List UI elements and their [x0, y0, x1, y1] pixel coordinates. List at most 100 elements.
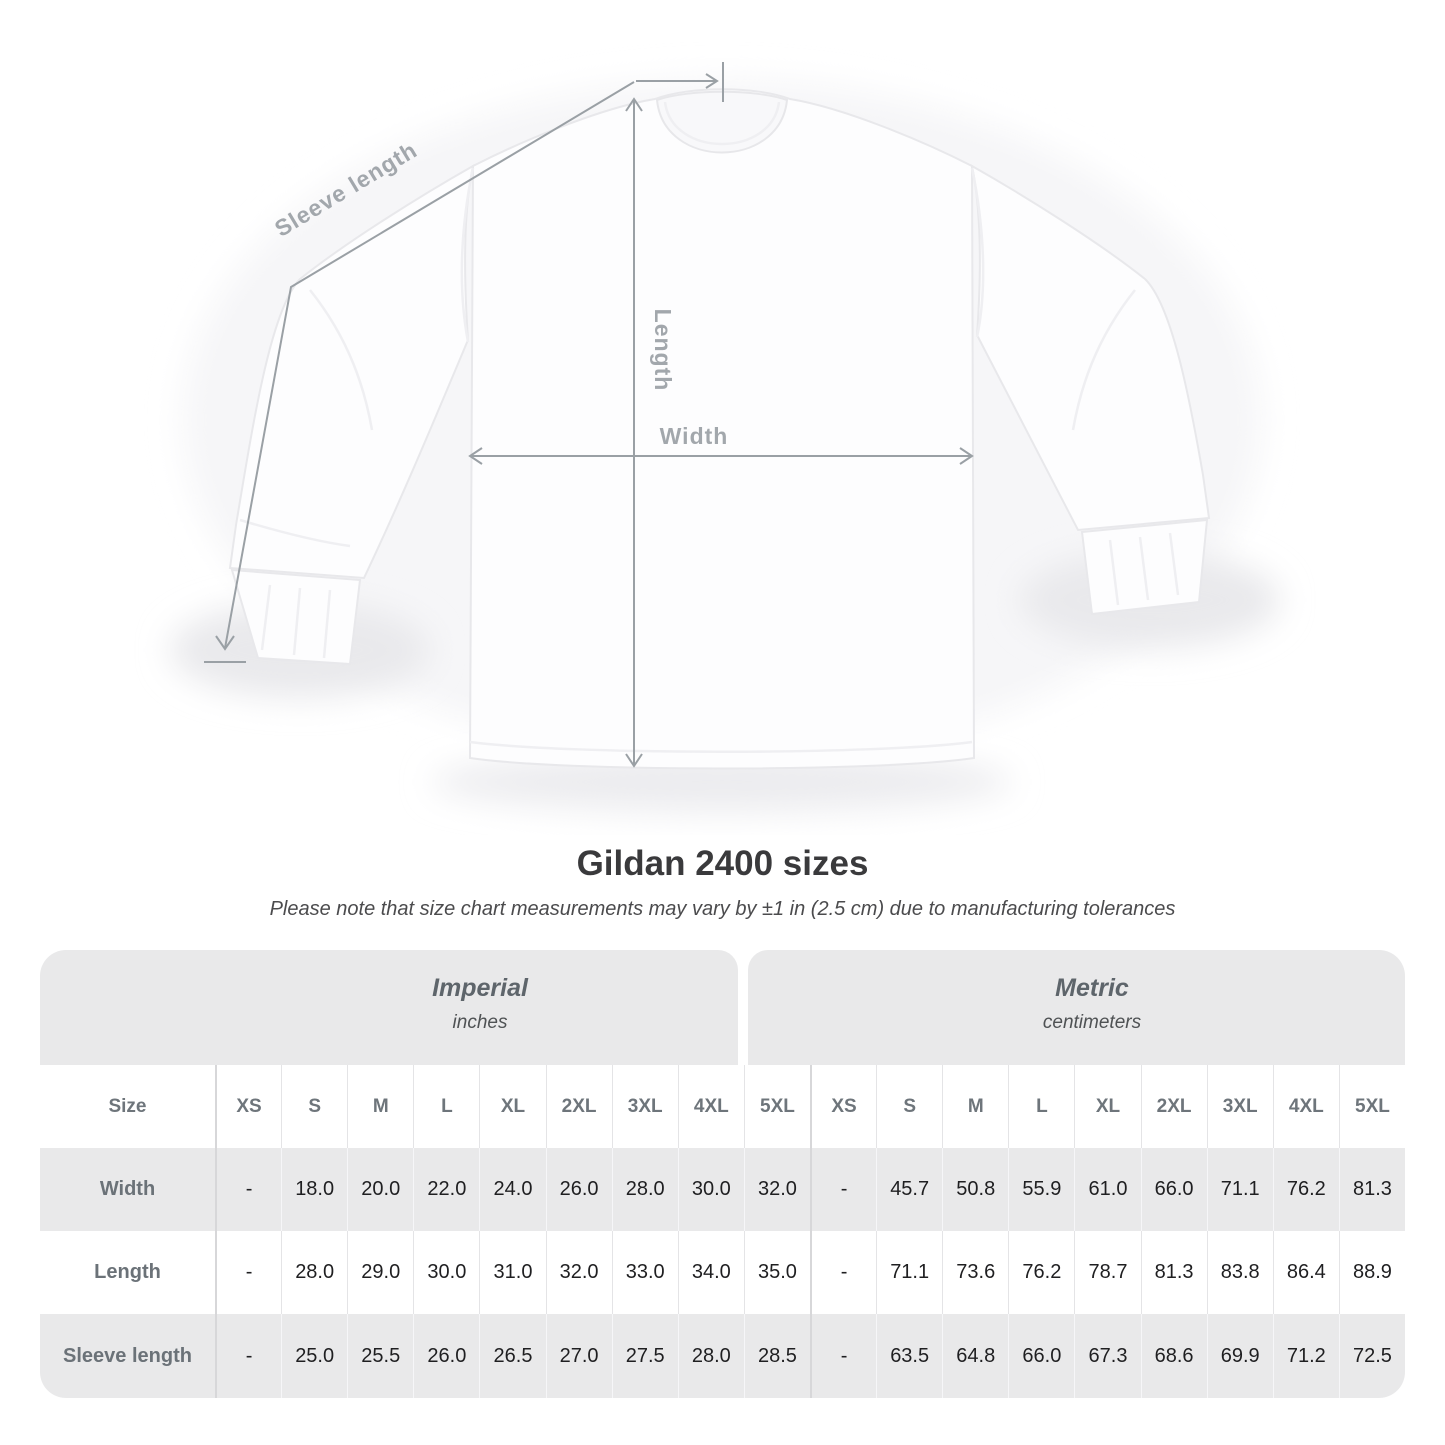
col-header: 3XL [1206, 1065, 1273, 1148]
width-arrow [468, 447, 974, 465]
table-cell: 28.0 [677, 1314, 744, 1398]
table-cell: 45.7 [876, 1148, 942, 1231]
table-cell: 22.0 [413, 1148, 479, 1231]
col-header: 2XL [1140, 1065, 1207, 1148]
table-cell: - [810, 1314, 876, 1398]
col-header: XL [479, 1065, 545, 1148]
col-header: L [413, 1065, 479, 1148]
unit-band: Imperial inches Metric centimeters [40, 950, 1405, 1065]
table-cell: 18.0 [281, 1148, 347, 1231]
col-header: XS [810, 1065, 876, 1148]
table-cell: 78.7 [1074, 1231, 1140, 1314]
row-label: Length [94, 1261, 161, 1283]
table-cell: 66.0 [1008, 1314, 1074, 1398]
table-cell: 30.0 [677, 1148, 744, 1231]
shirt-right-sleeve [970, 164, 1211, 532]
table-cell: - [215, 1314, 281, 1398]
imperial-title: Imperial [432, 974, 528, 1002]
table-cell: 30.0 [413, 1231, 479, 1314]
table-cell: 63.5 [876, 1314, 942, 1398]
table-cell: 88.9 [1338, 1231, 1405, 1314]
imperial-unit: inches [452, 1012, 508, 1033]
table-cell: 72.5 [1338, 1314, 1405, 1398]
metric-title: Metric [1055, 974, 1129, 1002]
table-cell: 27.0 [545, 1314, 612, 1398]
table-cell: 32.0 [743, 1148, 810, 1231]
table-cell: 61.0 [1074, 1148, 1140, 1231]
table-cell: 33.0 [611, 1231, 678, 1314]
tolerance-note: Please note that size chart measurements… [269, 898, 1176, 920]
table-cell: 81.3 [1140, 1231, 1207, 1314]
row-label: Sleeve length [63, 1344, 192, 1367]
table-cell: 81.3 [1338, 1148, 1405, 1231]
table-cell: 71.2 [1272, 1314, 1339, 1398]
table-cell: 20.0 [347, 1148, 413, 1231]
shirt-diagram: Sleeve length Length Width [170, 62, 1280, 812]
table-cell: 26.0 [545, 1148, 612, 1231]
table-cell: 26.5 [479, 1314, 545, 1398]
table-cell: 64.8 [942, 1314, 1008, 1398]
table-cell: 73.6 [942, 1231, 1008, 1314]
table-cell: - [810, 1231, 876, 1314]
table-cell: 71.1 [1206, 1148, 1273, 1231]
size-table: Imperial inches Metric centimeters Size … [40, 950, 1405, 1398]
table-cell: - [215, 1148, 281, 1231]
page-title: Gildan 2400 sizes [576, 844, 869, 883]
table-cell: - [810, 1148, 876, 1231]
table-cell: 66.0 [1140, 1148, 1207, 1231]
table-cell: 24.0 [479, 1148, 545, 1231]
table-row-sleeve-length: Sleeve length - 25.0 25.5 26.0 26.5 27.0… [40, 1314, 1405, 1398]
shirt-seams [239, 101, 1180, 753]
table-cell: 69.9 [1206, 1314, 1273, 1398]
measurement-arrows [204, 62, 974, 768]
table-cell: 76.2 [1272, 1148, 1339, 1231]
col-header: S [281, 1065, 347, 1148]
table-cell: 67.3 [1074, 1314, 1140, 1398]
table-cell: 50.8 [942, 1148, 1008, 1231]
col-header: XL [1074, 1065, 1140, 1148]
table-cell: 29.0 [347, 1231, 413, 1314]
table-cell: 71.1 [876, 1231, 942, 1314]
col-header: 4XL [677, 1065, 744, 1148]
col-header: XS [215, 1065, 281, 1148]
col-header: L [1008, 1065, 1074, 1148]
table-row-length: Length - 28.0 29.0 30.0 31.0 32.0 33.0 3… [40, 1231, 1405, 1314]
table-cell: 25.0 [281, 1314, 347, 1398]
shirt-body [468, 88, 976, 770]
col-header: 5XL [1338, 1065, 1405, 1148]
imperial-band [40, 950, 738, 1065]
table-cell: 86.4 [1272, 1231, 1339, 1314]
col-header: M [942, 1065, 1008, 1148]
table-cell: 28.0 [281, 1231, 347, 1314]
col-header: S [876, 1065, 942, 1148]
sleeve-length-arrow [204, 62, 724, 663]
length-label: Length [650, 309, 676, 392]
table-cell: 26.0 [413, 1314, 479, 1398]
length-arrow [625, 97, 643, 768]
width-label: Width [660, 423, 729, 449]
table-cell: 34.0 [677, 1231, 744, 1314]
col-header: 4XL [1272, 1065, 1339, 1148]
table-cell: 32.0 [545, 1231, 612, 1314]
size-header-label: Size [108, 1095, 147, 1117]
col-header: 2XL [545, 1065, 612, 1148]
table-cell: 25.5 [347, 1314, 413, 1398]
table-cell: 31.0 [479, 1231, 545, 1314]
shirt-left-sleeve [228, 164, 475, 580]
table-cell: 83.8 [1206, 1231, 1273, 1314]
row-label: Width [99, 1178, 156, 1200]
table-cell: 76.2 [1008, 1231, 1074, 1314]
col-header: M [347, 1065, 413, 1148]
table-cell: - [215, 1231, 281, 1314]
metric-band [748, 950, 1405, 1065]
table-cell: 35.0 [743, 1231, 810, 1314]
table-cell: 28.5 [743, 1314, 810, 1398]
table-cell: 28.0 [611, 1148, 678, 1231]
col-header: 3XL [611, 1065, 678, 1148]
table-cell: 27.5 [611, 1314, 678, 1398]
col-header: 5XL [743, 1065, 810, 1148]
metric-unit: centimeters [1042, 1012, 1142, 1033]
table-row-width: Width - 18.0 20.0 22.0 24.0 26.0 28.0 30… [40, 1148, 1405, 1231]
table-cell: 55.9 [1008, 1148, 1074, 1231]
